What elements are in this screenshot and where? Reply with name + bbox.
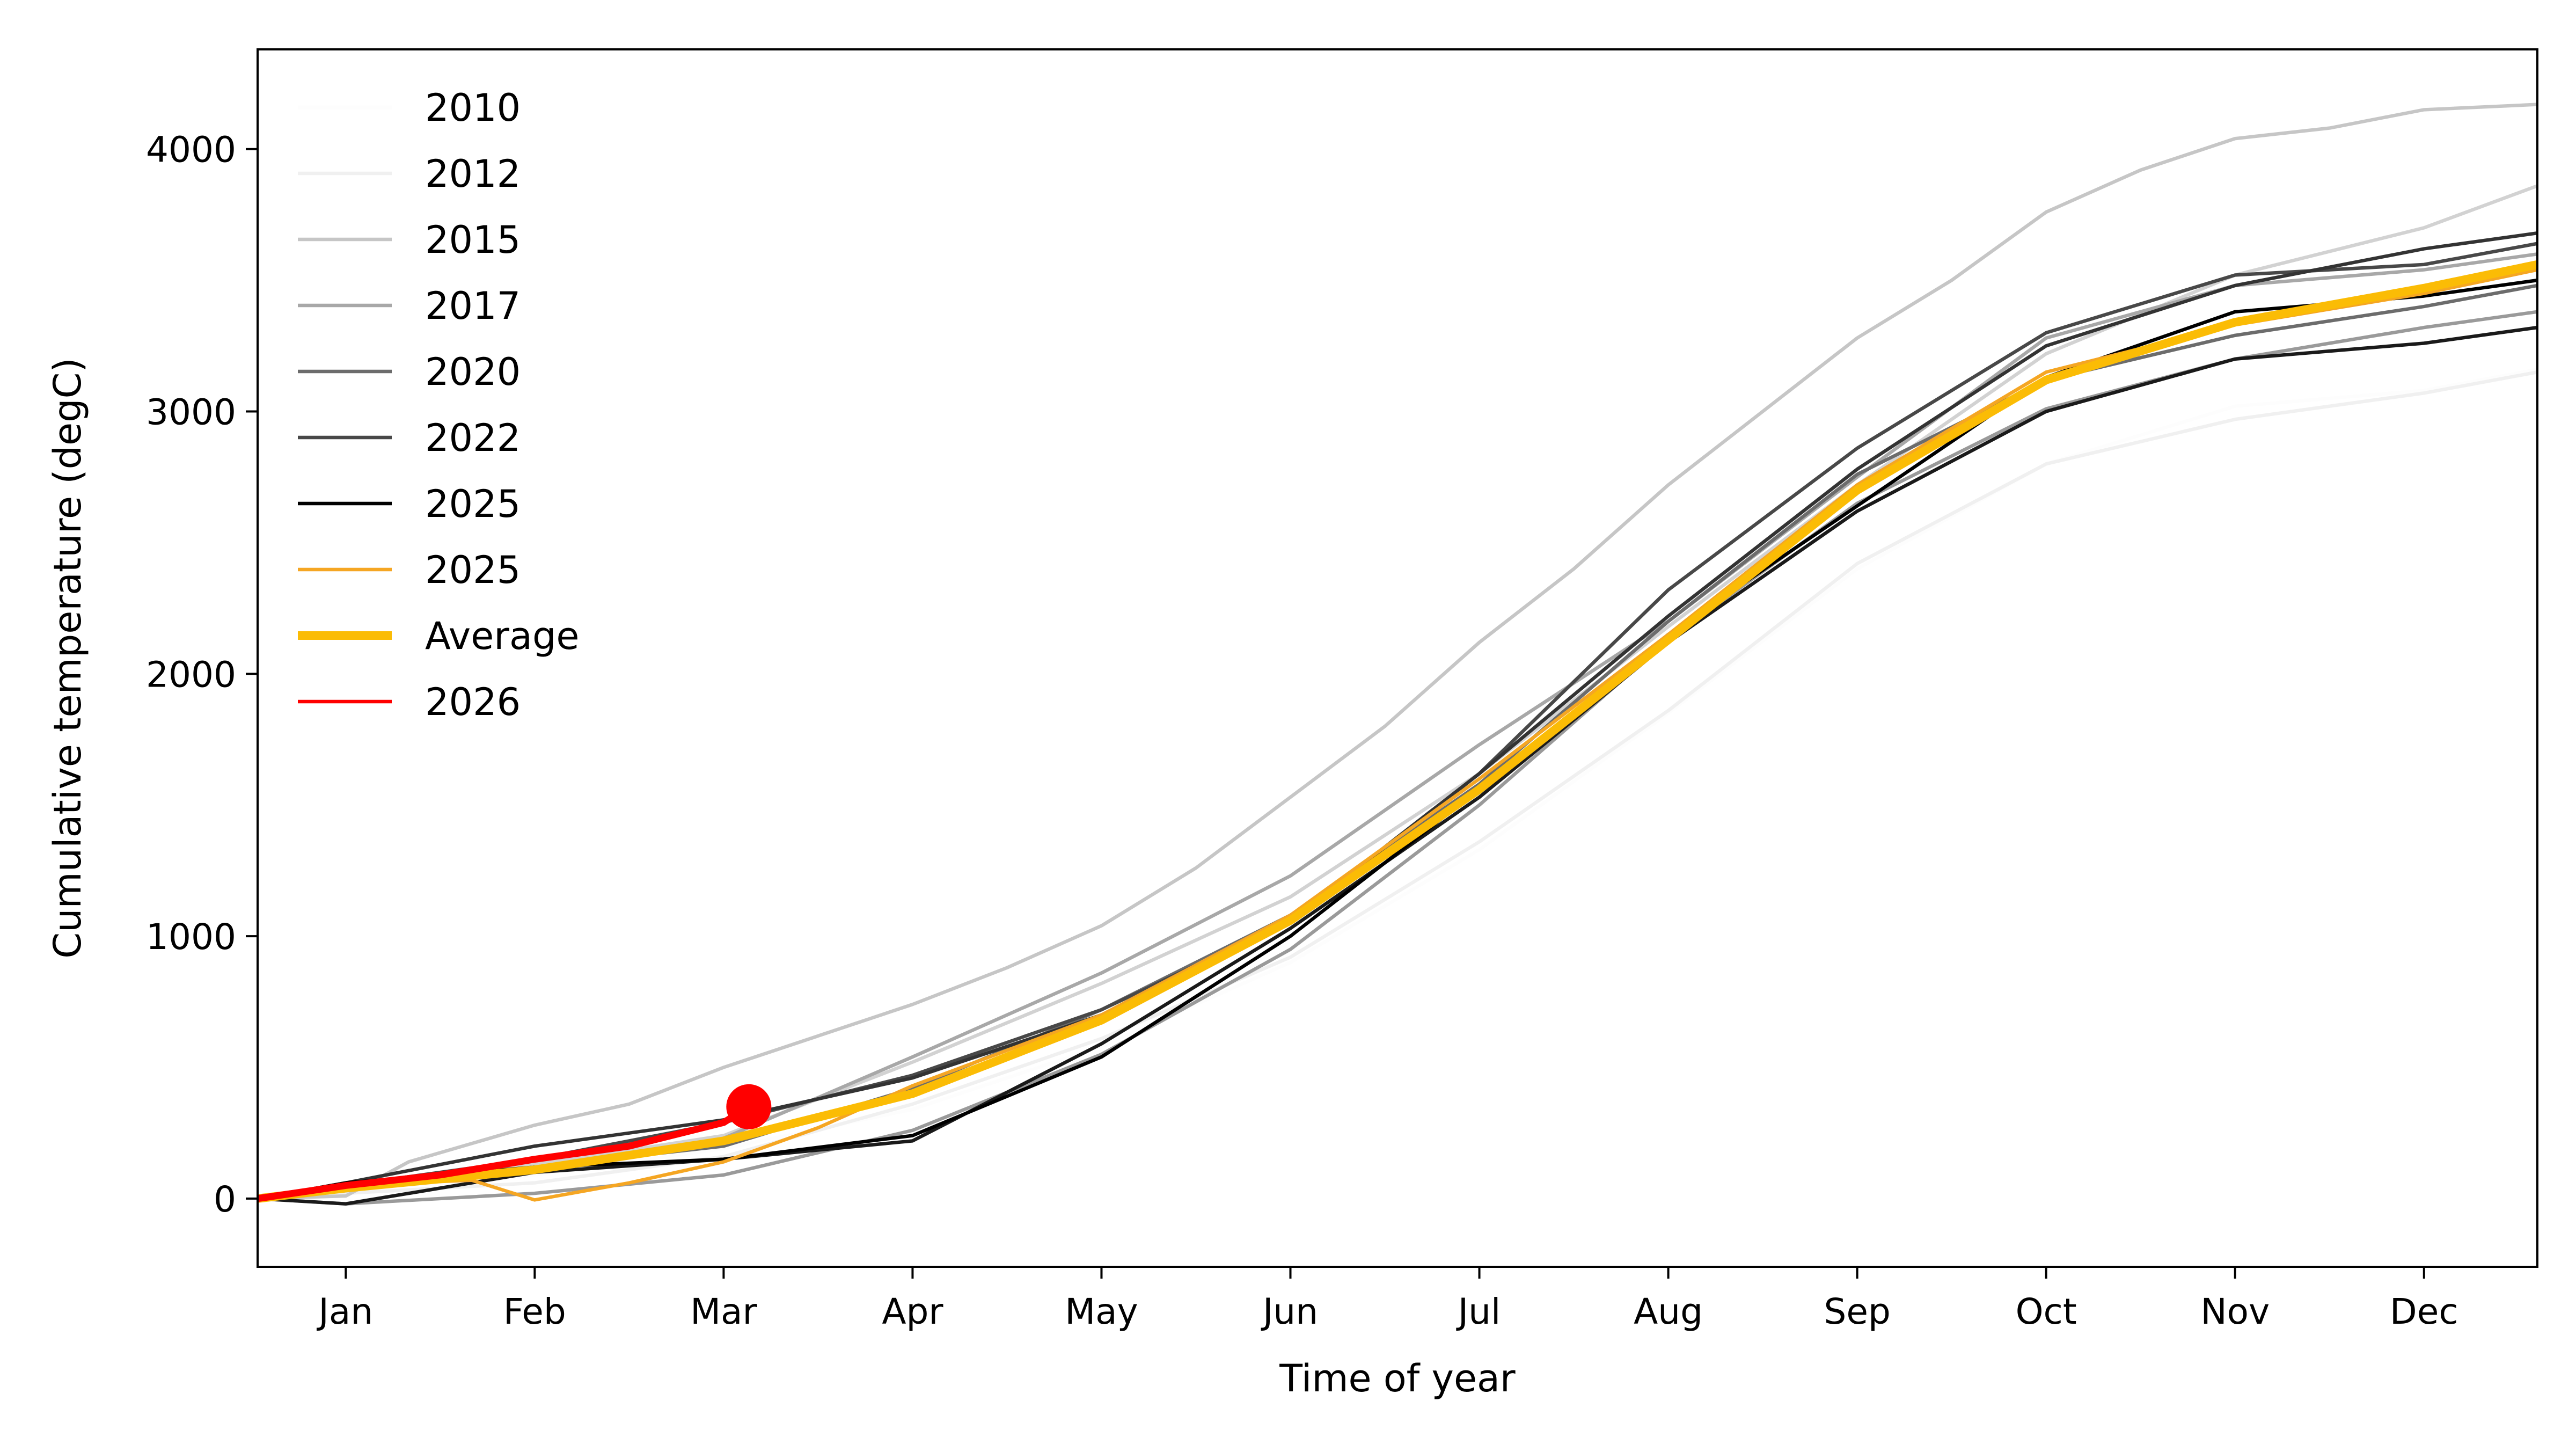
- x-tick-label: Feb: [503, 1291, 566, 1332]
- series-line-2022-7: [258, 242, 2537, 1201]
- legend-label: 2025: [425, 482, 521, 526]
- series-line-2026-13: [258, 1103, 752, 1202]
- series-lines: [258, 103, 2537, 1206]
- legend-label: Average: [425, 614, 579, 658]
- x-tick-label: Oct: [2016, 1291, 2077, 1332]
- series-line-2025-11: [258, 268, 2537, 1202]
- plot-frame: [257, 48, 2538, 1268]
- x-tick-label: Apr: [882, 1291, 943, 1332]
- y-tick-label: 3000: [146, 392, 236, 433]
- series-line-2017-5: [258, 310, 2537, 1206]
- x-tick-label: Jan: [316, 1291, 373, 1332]
- x-tick-label: Sep: [1824, 1291, 1890, 1332]
- y-tick-label: 4000: [146, 129, 236, 171]
- x-axis: Jan Feb Mar Apr May Jun Jul Aug Sep Oct Nov Dec: [316, 1267, 2458, 1332]
- legend-label: 2026: [425, 680, 521, 724]
- x-tick-label: Aug: [1634, 1291, 1703, 1332]
- legend-label: 2025: [425, 548, 521, 592]
- series-line-average-12: [258, 260, 2537, 1203]
- series-line-2020-6: [258, 283, 2537, 1201]
- series-line-2012-1: [258, 370, 2537, 1201]
- legend-label: 2017: [425, 284, 521, 328]
- x-tick-label: Dec: [2390, 1291, 2458, 1332]
- y-tick-label: 1000: [146, 916, 236, 958]
- legend-label: 2015: [425, 218, 521, 262]
- y-tick-label: 2000: [146, 654, 236, 695]
- x-axis-label: Time of year: [1279, 1356, 1516, 1400]
- legend-label: 2022: [425, 416, 521, 460]
- series-marker-2026: [726, 1084, 772, 1129]
- legend-label: 2010: [425, 86, 521, 130]
- series-line-2025-9: [258, 325, 2537, 1206]
- y-tick-label: 0: [214, 1179, 236, 1220]
- y-axis-label: Cumulative temperature (degC): [46, 357, 90, 958]
- x-tick-label: Jun: [1261, 1291, 1318, 1332]
- x-tick-label: Jul: [1456, 1291, 1501, 1332]
- series-line-2010-0: [258, 368, 2537, 1201]
- y-axis: 0 1000 2000 3000 4000: [146, 129, 258, 1220]
- x-tick-label: Mar: [690, 1291, 757, 1332]
- legend-label: 2020: [425, 350, 521, 394]
- series-line-2015-3: [258, 184, 2537, 1201]
- series-line-2015-2: [258, 103, 2537, 1201]
- x-tick-label: May: [1065, 1291, 1138, 1332]
- x-tick-label: Nov: [2200, 1291, 2270, 1332]
- series-line-2017-4: [258, 252, 2537, 1201]
- legend-label: 2012: [425, 152, 521, 196]
- legend: 2010 2012 2015 2017 2020 2022 2025 2025 Average 2…: [298, 86, 579, 724]
